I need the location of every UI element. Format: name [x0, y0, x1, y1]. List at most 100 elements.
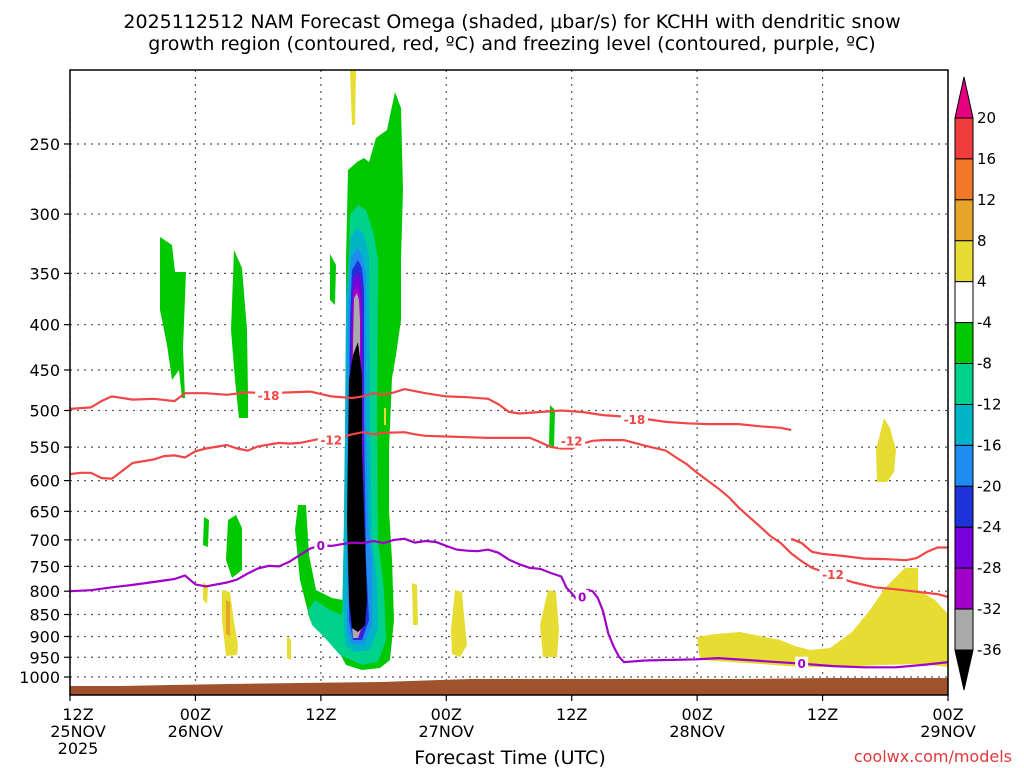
contour-label-minus18-0: -18 [258, 389, 280, 403]
omega-region-yellow-5 [287, 636, 291, 660]
x-tick-label-72-line1: 12Z [807, 705, 838, 724]
contour-label-freezing-2: 0 [797, 657, 805, 671]
colorbar-segment-6 [954, 363, 974, 405]
colorbar-tick-label-8: -16 [977, 436, 1002, 454]
colorbar: 20 16 12 8 4 -4 -8 -12 -16 -20 -24 -28 -32 -36 [954, 76, 1002, 691]
ground-terrain [70, 678, 948, 695]
y-tick-label-550: 550 [29, 438, 60, 457]
colorbar-tick-label-4: 4 [977, 273, 987, 291]
colorbar-tick-label-7: -12 [977, 395, 1002, 413]
contour-label-bg-minus18-1 [620, 412, 648, 427]
omega-region-yellow-10 [697, 568, 948, 667]
temperature-contours [70, 387, 948, 669]
chart-title-line-1: 2025112512 NAM Forecast Omega (shaded, μ… [123, 11, 900, 33]
x-tick-label-0-line1: 12Z [62, 705, 93, 724]
omega-region-orange [226, 600, 230, 636]
omega-region-yellow-2 [384, 408, 386, 425]
x-tick-label-36-line1: 00Z [431, 705, 462, 724]
x-tick-label-60-line1: 00Z [681, 705, 712, 724]
x-tick-label-24-line1: 12Z [305, 705, 336, 724]
colorbar-segment-bottom [954, 649, 974, 691]
colorbar-segment-2 [954, 199, 974, 242]
contour-label-bg-minus12-1 [558, 433, 586, 448]
contour-label-bg-minus18-0 [255, 388, 283, 403]
omega-region-yellow-7 [451, 590, 467, 657]
contour-line-minus12b [790, 537, 948, 562]
x-tick-label-60-line2: 28NOV [669, 722, 725, 741]
colorbar-segment-top [954, 76, 974, 119]
x-tick-label-0-line3: 2025 [58, 739, 99, 758]
contour-label-minus12-0: -12 [320, 434, 342, 448]
y-tick-label-950: 950 [29, 648, 60, 667]
y-tick-label-400: 400 [29, 316, 60, 335]
x-tick-label-84-line2: 29NOV [920, 722, 976, 741]
contour-line-freezing [70, 537, 948, 669]
contour-line-minus12 [70, 431, 948, 598]
contour-label-minus12-2: -12 [822, 568, 844, 582]
colorbar-segment-8 [954, 444, 974, 487]
colorbar-segment-4 [954, 281, 974, 324]
omega-region-green-2 [231, 250, 248, 418]
y-tick-label-700: 700 [29, 531, 60, 550]
plot-area [70, 70, 948, 695]
omega-shading [160, 70, 948, 670]
colorbar-tick-label-11: -28 [977, 559, 1002, 577]
colorbar-segment-5 [954, 322, 974, 365]
y-tick-label-450: 450 [29, 361, 60, 380]
colorbar-tick-label-6: -8 [977, 355, 992, 373]
plot-frame [69, 69, 949, 696]
contour-label-minus12-1: -12 [561, 434, 583, 448]
y-tick-label-500: 500 [29, 401, 60, 420]
y-tick-label-350: 350 [29, 264, 60, 283]
y-tick-label-900: 900 [29, 627, 60, 646]
x-tick-label-48-line1: 12Z [556, 705, 587, 724]
omega-region-green-5 [203, 517, 209, 547]
colorbar-tick-label-0: 20 [977, 109, 996, 127]
colorbar-segment-9 [954, 485, 974, 528]
contour-label-bg-freezing-2 [795, 656, 809, 671]
y-tick-label-600: 600 [29, 472, 60, 491]
x-tick-label-0-line2: 25NOV [50, 722, 106, 741]
y-tick-label-1000: 1000 [19, 668, 60, 687]
omega-region-black [347, 342, 367, 632]
contour-labels: -18 -18 -12 -12 -12 0 0 0 [255, 388, 847, 671]
omega-region-green-7 [549, 405, 555, 447]
contour-label-bg-freezing-0 [314, 538, 328, 553]
colorbar-tick-label-3: 8 [977, 232, 987, 250]
colorbar-segment-12 [954, 608, 974, 651]
y-tick-label-800: 800 [29, 582, 60, 601]
omega-region-yellow-1 [350, 70, 356, 125]
x-tick-label-36-line2: 27NOV [418, 722, 474, 741]
colorbar-tick-label-12: -32 [977, 600, 1002, 618]
omega-region-green-6 [226, 515, 242, 578]
colorbar-segment-11 [954, 567, 974, 610]
colorbar-segment-7 [954, 403, 974, 446]
contour-label-bg-minus12-2 [819, 567, 847, 582]
contour-label-freezing-1: 0 [578, 590, 586, 604]
x-tick-label-12-line2: 26NOV [168, 722, 224, 741]
y-tick-label-300: 300 [29, 205, 60, 224]
credit-text: coolwx.com/models [854, 747, 1012, 766]
colorbar-tick-label-10: -24 [977, 518, 1002, 536]
contour-label-bg-freezing-1 [575, 589, 589, 604]
chart-title-line-2: growth region (contoured, red, ºC) and f… [148, 33, 875, 55]
omega-region-green-1 [160, 237, 186, 398]
y-tick-label-850: 850 [29, 606, 60, 625]
omega-region-yellow-9 [876, 418, 896, 482]
contour-label-minus18-1: -18 [624, 413, 646, 427]
colorbar-segment-1 [954, 158, 974, 201]
y-tick-label-650: 650 [29, 502, 60, 521]
x-tick-label-84-line1: 00Z [932, 705, 963, 724]
colorbar-segment-0 [954, 117, 974, 160]
x-axis-title: Forecast Time (UTC) [414, 747, 605, 768]
contour-line-minus18 [70, 387, 792, 432]
y-tick-label-250: 250 [29, 135, 60, 154]
colorbar-tick-label-2: 12 [977, 191, 996, 209]
omega-region-yellow-3 [203, 582, 208, 604]
x-tick-label-12-line1: 00Z [180, 705, 211, 724]
omega-region-green-3 [330, 254, 336, 305]
contour-label-freezing-0: 0 [317, 539, 325, 553]
y-axis: 250 300 350 400 450 500 550 600 650 700 750 800 850 9… [19, 135, 70, 687]
